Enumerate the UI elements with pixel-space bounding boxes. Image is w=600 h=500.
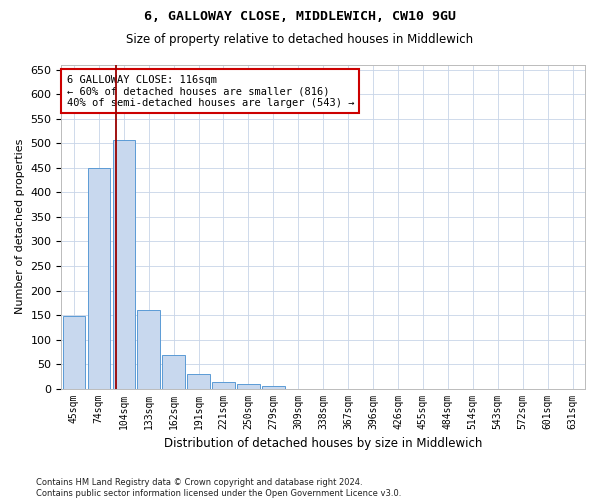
Bar — [137, 310, 160, 388]
Text: 6, GALLOWAY CLOSE, MIDDLEWICH, CW10 9GU: 6, GALLOWAY CLOSE, MIDDLEWICH, CW10 9GU — [144, 10, 456, 23]
Bar — [113, 140, 135, 388]
Bar — [88, 168, 110, 388]
X-axis label: Distribution of detached houses by size in Middlewich: Distribution of detached houses by size … — [164, 437, 482, 450]
Bar — [187, 374, 210, 388]
Text: Contains HM Land Registry data © Crown copyright and database right 2024.
Contai: Contains HM Land Registry data © Crown c… — [36, 478, 401, 498]
Y-axis label: Number of detached properties: Number of detached properties — [15, 139, 25, 314]
Text: 6 GALLOWAY CLOSE: 116sqm
← 60% of detached houses are smaller (816)
40% of semi-: 6 GALLOWAY CLOSE: 116sqm ← 60% of detach… — [67, 74, 354, 108]
Bar — [262, 386, 284, 388]
Bar — [62, 316, 85, 388]
Bar — [163, 355, 185, 388]
Text: Size of property relative to detached houses in Middlewich: Size of property relative to detached ho… — [127, 32, 473, 46]
Bar — [212, 382, 235, 388]
Bar — [237, 384, 260, 388]
